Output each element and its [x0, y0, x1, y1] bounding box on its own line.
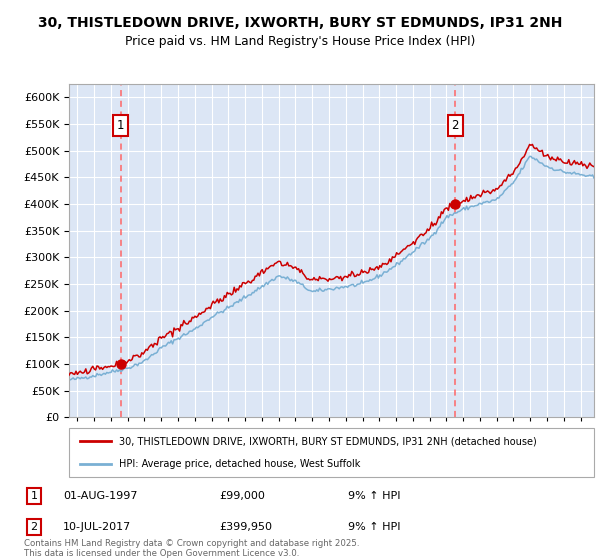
Text: HPI: Average price, detached house, West Suffolk: HPI: Average price, detached house, West…	[119, 459, 360, 469]
Text: 1: 1	[117, 119, 124, 132]
Text: £399,950: £399,950	[220, 522, 272, 531]
Text: Price paid vs. HM Land Registry's House Price Index (HPI): Price paid vs. HM Land Registry's House …	[125, 35, 475, 48]
Text: 2: 2	[31, 522, 38, 531]
Text: 30, THISTLEDOWN DRIVE, IXWORTH, BURY ST EDMUNDS, IP31 2NH: 30, THISTLEDOWN DRIVE, IXWORTH, BURY ST …	[38, 16, 562, 30]
Text: 30, THISTLEDOWN DRIVE, IXWORTH, BURY ST EDMUNDS, IP31 2NH (detached house): 30, THISTLEDOWN DRIVE, IXWORTH, BURY ST …	[119, 436, 536, 446]
FancyBboxPatch shape	[69, 428, 594, 477]
Text: £99,000: £99,000	[220, 491, 265, 501]
Text: 01-AUG-1997: 01-AUG-1997	[63, 491, 137, 501]
Text: 9% ↑ HPI: 9% ↑ HPI	[347, 491, 400, 501]
Text: Contains HM Land Registry data © Crown copyright and database right 2025.
This d: Contains HM Land Registry data © Crown c…	[24, 539, 359, 558]
Text: 1: 1	[31, 491, 38, 501]
Text: 2: 2	[451, 119, 459, 132]
Text: 9% ↑ HPI: 9% ↑ HPI	[347, 522, 400, 531]
Text: 10-JUL-2017: 10-JUL-2017	[63, 522, 131, 531]
